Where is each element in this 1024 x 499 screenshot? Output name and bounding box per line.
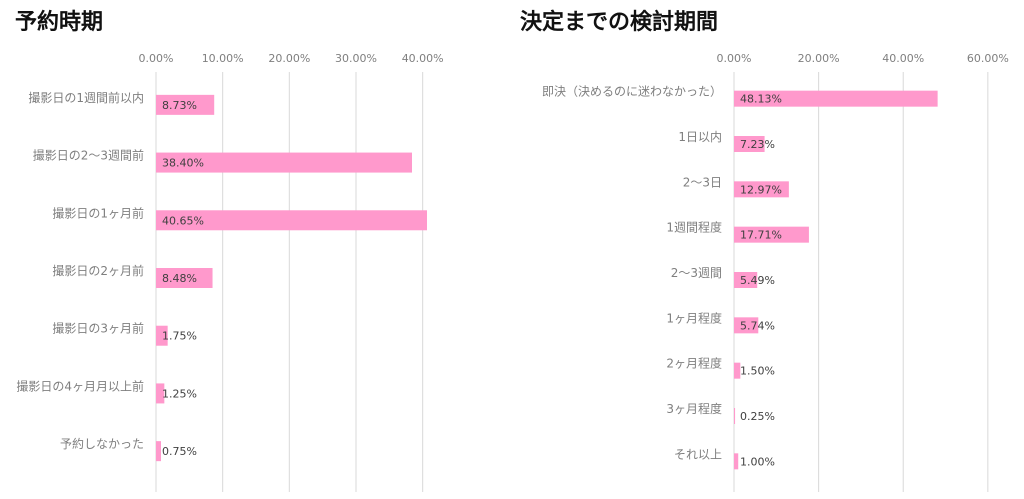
category-label: 撮影日の1ヶ月前 xyxy=(52,205,144,220)
x-tick-label: 10.00% xyxy=(202,52,244,65)
data-label: 1.50% xyxy=(740,365,775,378)
category-label: 1ヶ月程度 xyxy=(666,310,722,325)
data-label: 12.97% xyxy=(740,183,782,196)
data-label: 5.74% xyxy=(740,319,775,332)
chart-svg-booking-timing: 0.00% 10.00% 20.00% 30.00% 40.00% 撮影日の1週間前以内 8… xyxy=(16,52,444,492)
category-label: 1日以内 xyxy=(678,130,722,144)
chart-svg-decision-period: 0.00% 20.00% 40.00% 60.00% 即決（決めるのに迷わなかった） 48… xyxy=(542,52,1009,492)
data-label: 8.48% xyxy=(162,272,197,285)
bar xyxy=(734,272,758,288)
category-label: 予約しなかった xyxy=(60,436,144,451)
category-label: 1週間程度 xyxy=(666,220,722,235)
data-label: 7.23% xyxy=(740,138,775,151)
bar xyxy=(734,362,741,379)
x-tick-label: 60.00% xyxy=(967,52,1009,65)
category-label: 撮影日の1週間前以内 xyxy=(28,90,144,105)
bar xyxy=(156,383,165,404)
bar xyxy=(734,317,759,334)
x-tick-label: 0.00% xyxy=(717,52,752,65)
x-tick-label: 20.00% xyxy=(798,52,840,65)
chart-title: 予約時期 xyxy=(15,10,104,35)
bar xyxy=(156,210,427,231)
bar xyxy=(156,94,215,115)
data-label: 17.71% xyxy=(740,229,782,242)
category-label: 撮影日の3ヶ月前 xyxy=(52,321,144,336)
x-tick-label: 20.00% xyxy=(268,52,310,65)
bar xyxy=(734,136,765,152)
bar xyxy=(734,181,789,198)
bar xyxy=(734,453,739,470)
x-tick-label: 30.00% xyxy=(335,52,377,65)
data-label: 48.13% xyxy=(740,93,782,106)
category-label: それ以上 xyxy=(674,447,722,461)
data-label: 38.40% xyxy=(162,157,204,170)
data-label: 5.49% xyxy=(740,274,775,287)
bar xyxy=(734,226,809,243)
bar xyxy=(156,325,168,346)
bar xyxy=(156,152,412,173)
category-label: 3ヶ月程度 xyxy=(666,401,722,416)
chart-title: 決定までの検討期間 xyxy=(520,10,719,35)
data-label: 1.25% xyxy=(162,387,197,400)
x-tick-label: 40.00% xyxy=(402,52,444,65)
bar xyxy=(156,268,213,288)
chart-panel-decision-period: 決定までの検討期間 0.00% 20.00% 40.00% 60.00% 即決（決めるの… xyxy=(510,0,1024,499)
category-label: 2〜3日 xyxy=(683,175,722,189)
chart-panel-booking-timing: 予約時期 0.00% 10.00% 20.00% 30.00% 40.00% 撮影日の1週… xyxy=(0,0,500,499)
category-label: 2〜3週間 xyxy=(671,266,722,280)
data-label: 0.25% xyxy=(740,410,775,423)
data-label: 1.00% xyxy=(740,455,775,468)
category-label: 撮影日の2ヶ月前 xyxy=(52,263,144,278)
data-label: 0.75% xyxy=(162,445,197,458)
data-label: 40.65% xyxy=(162,214,204,227)
category-label: 撮影日の4ヶ月月以上前 xyxy=(16,378,144,393)
data-label: 1.75% xyxy=(162,330,197,343)
bar xyxy=(156,441,161,462)
category-label: 即決（決めるのに迷わなかった） xyxy=(542,85,722,99)
bar xyxy=(734,90,938,107)
category-label: 2ヶ月程度 xyxy=(666,356,722,371)
x-tick-label: 0.00% xyxy=(139,52,174,65)
data-label: 8.73% xyxy=(162,99,197,112)
x-tick-label: 40.00% xyxy=(882,52,924,65)
bar xyxy=(734,408,736,424)
category-label: 撮影日の2〜3週間前 xyxy=(33,148,144,163)
